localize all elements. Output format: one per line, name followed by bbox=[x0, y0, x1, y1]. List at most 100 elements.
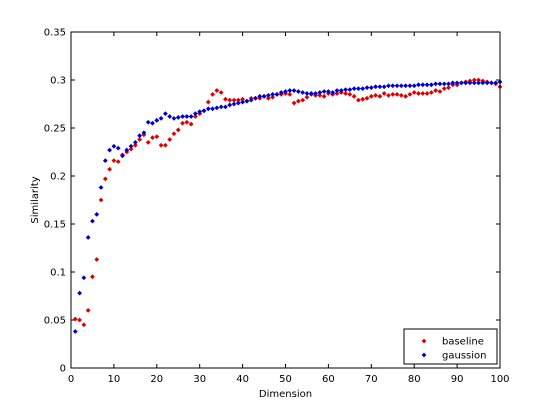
data-point-gaussion bbox=[480, 80, 486, 86]
y-tick-label: 0 bbox=[60, 364, 66, 375]
data-point-gaussion bbox=[390, 83, 396, 89]
x-tick-label: 60 bbox=[322, 374, 335, 385]
data-point-baseline bbox=[441, 86, 447, 92]
data-point-gaussion bbox=[265, 92, 271, 98]
data-point-baseline bbox=[403, 93, 409, 99]
legend-label-gaussion: gaussion bbox=[442, 351, 486, 362]
data-point-gaussion bbox=[150, 120, 155, 126]
data-point-baseline bbox=[205, 99, 211, 105]
data-point-gaussion bbox=[360, 86, 366, 92]
data-point-gaussion bbox=[270, 92, 276, 97]
data-point-baseline bbox=[231, 97, 237, 103]
data-point-gaussion bbox=[132, 140, 138, 145]
data-point-baseline bbox=[381, 91, 387, 96]
data-point-gaussion bbox=[364, 85, 370, 91]
axis-ticks: 0 10 20 30 40 50 60 70 80 90 100 0 0.05 0.1 0.15 0.2 0.2… bbox=[44, 28, 510, 386]
data-point-gaussion bbox=[291, 88, 297, 93]
y-axis-label: Similarity bbox=[30, 176, 41, 223]
x-tick-label: 30 bbox=[193, 374, 206, 385]
data-point-baseline bbox=[390, 92, 396, 97]
data-point-baseline bbox=[368, 93, 374, 99]
data-point-gaussion bbox=[85, 235, 91, 240]
data-point-gaussion bbox=[317, 90, 323, 95]
data-point-gaussion bbox=[381, 84, 387, 90]
data-point-baseline bbox=[416, 91, 421, 96]
data-point-baseline bbox=[218, 90, 224, 95]
data-point-gaussion bbox=[454, 80, 460, 86]
data-point-baseline bbox=[223, 96, 228, 102]
data-point-baseline bbox=[132, 142, 138, 148]
data-point-baseline bbox=[90, 274, 95, 280]
data-point-gaussion bbox=[493, 80, 499, 86]
data-point-gaussion bbox=[128, 143, 134, 149]
data-point-gaussion bbox=[424, 82, 430, 88]
data-point-gaussion bbox=[124, 147, 130, 153]
data-point-baseline bbox=[214, 88, 220, 93]
x-tick-label: 70 bbox=[365, 374, 378, 385]
data-point-gaussion bbox=[403, 83, 409, 89]
data-point-gaussion bbox=[386, 83, 391, 89]
data-point-baseline bbox=[287, 92, 293, 97]
data-point-gaussion bbox=[218, 104, 224, 110]
data-point-baseline bbox=[471, 77, 477, 83]
data-point-baseline bbox=[407, 92, 413, 97]
x-tick-label: 100 bbox=[490, 374, 509, 385]
data-point-gaussion bbox=[223, 104, 228, 110]
data-point-baseline bbox=[446, 85, 451, 91]
data-point-baseline bbox=[300, 97, 306, 103]
data-point-baseline bbox=[235, 97, 241, 103]
data-point-baseline bbox=[398, 92, 404, 98]
data-point-gaussion bbox=[308, 91, 314, 96]
data-point-gaussion bbox=[94, 212, 100, 217]
plot-frame bbox=[70, 31, 501, 369]
data-point-gaussion bbox=[411, 83, 417, 89]
data-point-gaussion bbox=[287, 88, 293, 93]
data-point-gaussion bbox=[428, 82, 434, 88]
data-point-gaussion bbox=[145, 119, 151, 125]
data-point-gaussion bbox=[373, 84, 378, 90]
data-point-gaussion bbox=[201, 108, 207, 114]
data-point-gaussion bbox=[433, 81, 439, 87]
data-point-baseline bbox=[94, 257, 100, 262]
data-point-baseline bbox=[102, 176, 108, 182]
data-point-baseline bbox=[394, 92, 400, 97]
data-point-gaussion bbox=[300, 90, 306, 95]
x-tick-label: 50 bbox=[279, 374, 292, 385]
data-point-gaussion bbox=[326, 89, 331, 94]
data-point-baseline bbox=[437, 89, 443, 94]
data-point-baseline bbox=[364, 95, 370, 101]
data-point-baseline bbox=[72, 316, 78, 322]
data-point-baseline bbox=[107, 166, 113, 172]
data-point-gaussion bbox=[274, 92, 280, 97]
legend: baseline gaussion bbox=[403, 328, 498, 365]
data-point-gaussion bbox=[338, 88, 344, 93]
data-point-gaussion bbox=[420, 82, 426, 88]
data-point-baseline bbox=[428, 90, 434, 95]
data-point-gaussion bbox=[398, 83, 404, 89]
data-point-gaussion bbox=[471, 80, 477, 86]
data-point-gaussion bbox=[98, 185, 104, 190]
data-point-baseline bbox=[171, 131, 177, 137]
data-point-baseline bbox=[240, 96, 245, 102]
data-point-gaussion bbox=[416, 82, 421, 88]
data-point-gaussion bbox=[197, 109, 203, 115]
data-point-gaussion bbox=[458, 80, 464, 86]
data-point-baseline bbox=[295, 98, 301, 104]
data-point-baseline bbox=[162, 142, 168, 148]
data-point-gaussion bbox=[321, 89, 327, 94]
x-axis-label: Dimension bbox=[259, 389, 312, 400]
data-point-gaussion bbox=[205, 106, 211, 112]
x-tick-label: 10 bbox=[108, 374, 121, 385]
data-point-gaussion bbox=[180, 114, 185, 119]
data-point-gaussion bbox=[437, 81, 443, 87]
data-point-gaussion bbox=[193, 111, 198, 116]
data-point-gaussion bbox=[171, 116, 177, 121]
data-point-gaussion bbox=[283, 89, 288, 94]
y-tick-label: 0.1 bbox=[50, 268, 66, 279]
data-point-gaussion bbox=[77, 290, 82, 296]
data-point-baseline bbox=[193, 114, 198, 119]
data-point-baseline bbox=[184, 119, 190, 125]
data-point-gaussion bbox=[356, 86, 361, 92]
y-tick-label: 0.3 bbox=[50, 76, 66, 87]
